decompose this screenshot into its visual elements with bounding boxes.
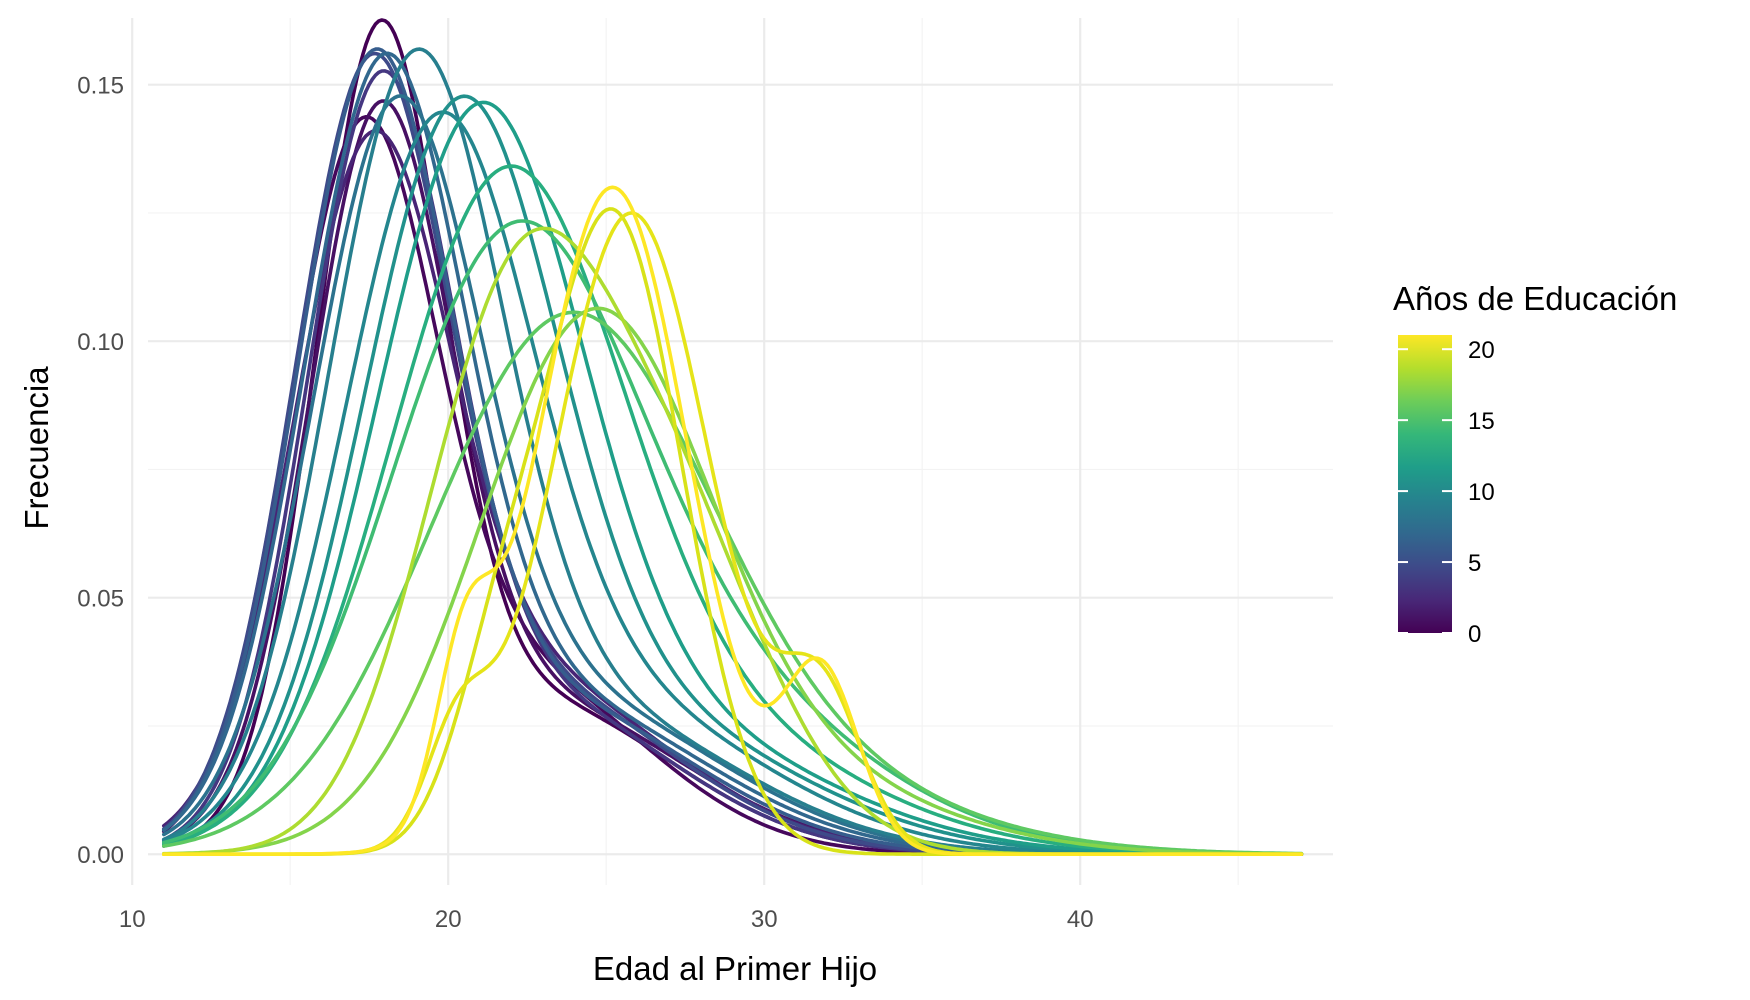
- density-curve-edu-15: [162, 310, 1304, 856]
- x-tick-label: 40: [1067, 906, 1094, 933]
- density-curve-edu-20: [162, 185, 1304, 856]
- legend-colorbar-ticks: [1398, 348, 1452, 634]
- y-tick-label: 0.10: [77, 329, 124, 356]
- density-curve-edu-16: [162, 306, 1304, 856]
- x-tick-label: 20: [435, 906, 462, 933]
- x-axis-tick-labels: 10 20 30 40: [119, 906, 1094, 933]
- legend-colorbar: [1398, 335, 1452, 633]
- color-legend: Años de Educación 0 5 10 15 20: [1393, 280, 1677, 648]
- legend-colorbar-labels: 0 5 10 15 20: [1468, 337, 1495, 648]
- legend-break-label: 0: [1468, 621, 1481, 648]
- y-axis-title: Frecuencia: [18, 366, 55, 530]
- legend-break-label: 10: [1468, 479, 1495, 506]
- legend-break-label: 5: [1468, 550, 1481, 577]
- y-tick-label: 0.15: [77, 73, 124, 100]
- x-tick-label: 10: [119, 906, 146, 933]
- legend-break-label: 20: [1468, 337, 1495, 364]
- legend-title: Años de Educación: [1393, 280, 1677, 317]
- minor-gridlines: [148, 18, 1333, 885]
- y-tick-label: 0.05: [77, 586, 124, 613]
- density-curve-edu-12: [162, 100, 1304, 856]
- density-curve-edu-13: [162, 164, 1304, 856]
- density-series: [162, 18, 1304, 856]
- y-tick-label: 0.00: [77, 842, 124, 869]
- y-axis-tick-labels: 0.00 0.05 0.10 0.15: [77, 73, 124, 870]
- x-tick-label: 30: [751, 906, 778, 933]
- legend-break-label: 15: [1468, 408, 1495, 435]
- x-axis-title: Edad al Primer Hijo: [593, 950, 877, 987]
